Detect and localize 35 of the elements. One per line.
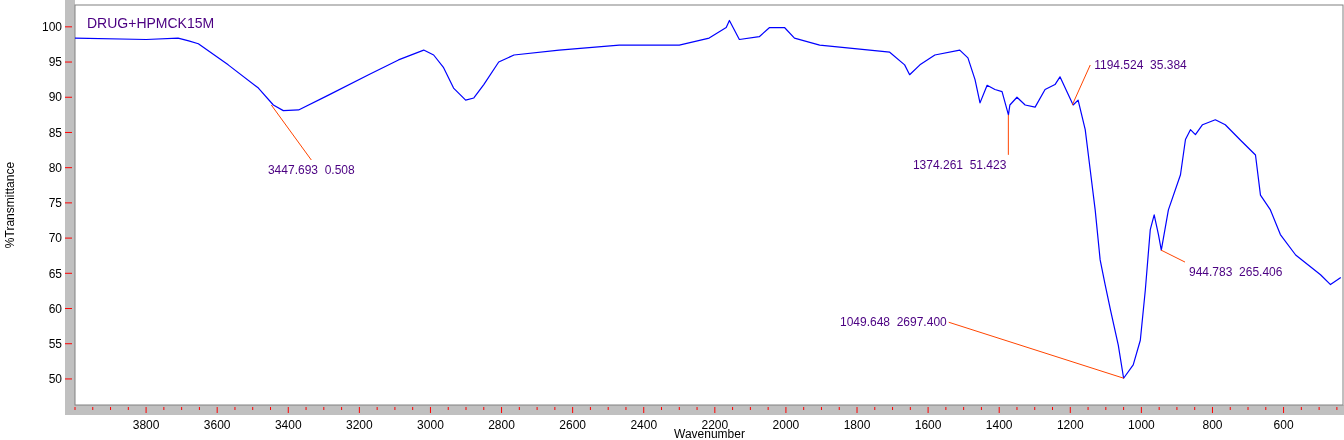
annotation: 3447.693 0.508	[267, 163, 356, 177]
x-tick-label: 600	[1273, 418, 1294, 432]
x-tick-label: 1400	[985, 418, 1013, 432]
annotation: 944.783 265.406	[1189, 265, 1283, 280]
y-tick-label: 75	[48, 196, 63, 211]
x-tick-label: 2000	[772, 418, 800, 432]
x-tick-label: 3600	[203, 418, 231, 432]
x-tick-label: 3200	[346, 418, 374, 432]
y-tick-label: 95	[48, 55, 63, 70]
text: DRUG+HPMCK15M	[87, 15, 215, 31]
y-tick-label: 85	[48, 125, 63, 140]
y-tick-label: 60	[48, 301, 63, 316]
y-axis-title: %Transmittance	[3, 161, 17, 249]
x-tick-label: 3800	[132, 418, 160, 432]
y-tick-label: 100	[41, 20, 63, 35]
x-tick-label: 3000	[417, 418, 445, 432]
y-tick-label: 50	[48, 372, 63, 387]
y-tick-label: 90	[48, 90, 63, 105]
x-tick-label: 1600	[914, 418, 942, 432]
x-tick-label: 1000	[1128, 418, 1156, 432]
x-tick-label: 2800	[488, 418, 516, 432]
annotation: 1194.524 35.384	[1094, 58, 1188, 72]
annotation: 1049.648 2697.400	[839, 315, 948, 330]
y-tick-label: 80	[48, 160, 63, 175]
y-tick-label: 55	[48, 336, 63, 351]
x-tick-label: 1800	[843, 418, 871, 432]
x-tick-label: 3400	[274, 418, 302, 432]
y-tick-label: 65	[48, 266, 63, 281]
annotation: 1374.261 51.423	[912, 157, 1007, 172]
line-series	[74, 19, 1342, 379]
y-tick-label: 70	[48, 231, 63, 246]
x-tick-label: 1200	[1056, 418, 1084, 432]
x-tick-label: 2600	[559, 418, 587, 432]
x-tick-label: 800	[1202, 418, 1223, 432]
x-tick-label: 2400	[630, 418, 658, 432]
